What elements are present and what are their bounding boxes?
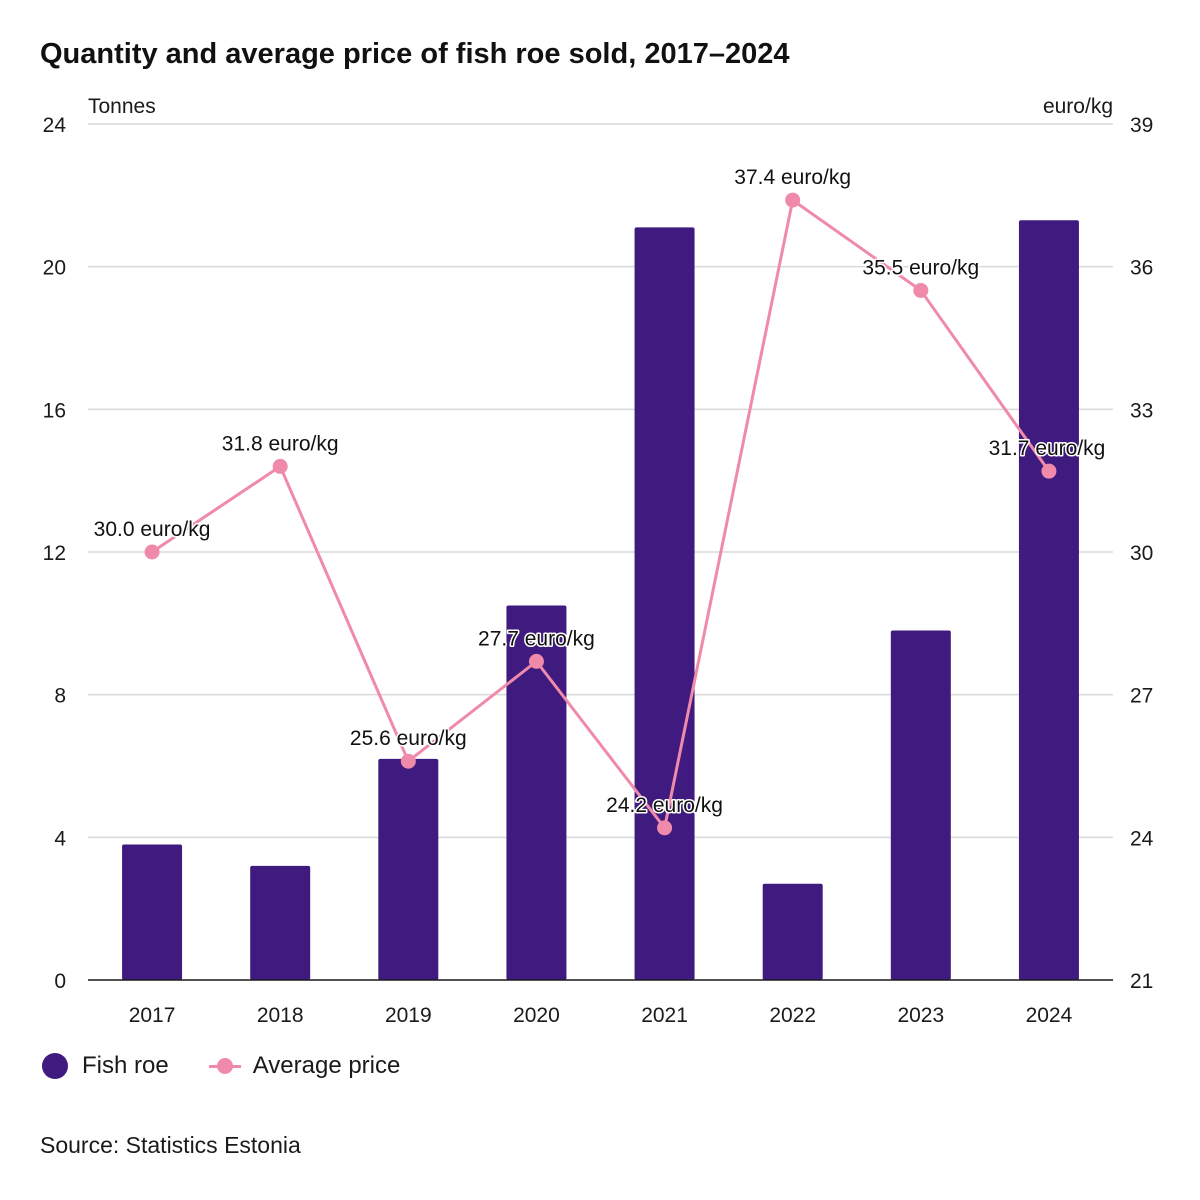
bar-series-fish-roe — [122, 220, 1079, 981]
y-left-tick-label: 4 — [54, 827, 66, 850]
x-tick-label: 2024 — [1026, 1004, 1073, 1027]
legend-item-average-price[interactable]: Average price — [208, 1052, 401, 1080]
price-point — [400, 753, 416, 769]
x-tick-label: 2023 — [897, 1004, 944, 1027]
x-tick-label: 2018 — [257, 1004, 304, 1027]
legend: Fish roe Average price — [42, 1052, 440, 1080]
y-left-tick-label: 24 — [43, 114, 67, 137]
data-labels: 30.0 euro/kg 31.8 euro/kg 25.6 euro/kg 27.7… — [92, 165, 1107, 819]
y-left-tick-label: 20 — [43, 257, 66, 280]
x-tick-label: 2020 — [513, 1004, 560, 1027]
y-left-tick-label: 8 — [54, 685, 66, 708]
y-right-tick-label: 30 — [1130, 542, 1153, 565]
y-right-tick-label: 27 — [1130, 685, 1153, 708]
x-tick-label: 2017 — [129, 1004, 176, 1027]
line-series-average-price — [144, 192, 1057, 836]
x-tick-label: 2019 — [385, 1004, 432, 1027]
y-right-tick-label: 33 — [1130, 399, 1153, 422]
y-left-axis-label: Tonnes — [88, 95, 156, 118]
bar — [762, 883, 823, 980]
y-left-tick-label: 0 — [54, 970, 66, 993]
price-data-label: 31.7 euro/kg — [989, 437, 1106, 460]
bar — [890, 630, 951, 980]
price-data-label: 37.4 euro/kg — [734, 166, 851, 189]
bar — [122, 844, 183, 980]
source-note: Source: Statistics Estonia — [40, 1132, 301, 1158]
price-point — [144, 544, 160, 560]
y-left-tick-label: 16 — [43, 399, 66, 422]
y-left-tick-label: 12 — [43, 542, 66, 565]
price-point — [913, 282, 929, 298]
y-right-axis-label: euro/kg — [1043, 95, 1113, 118]
price-data-label: 30.0 euro/kg — [94, 518, 211, 541]
legend-item-fish-roe[interactable]: Fish roe — [42, 1052, 169, 1080]
legend-label-average-price: Average price — [252, 1052, 401, 1079]
price-point — [528, 653, 544, 669]
price-data-label: 24.2 euro/kg — [606, 794, 723, 817]
y-right-tick-label: 39 — [1130, 114, 1153, 137]
price-data-label: 35.5 euro/kg — [862, 256, 979, 279]
line-marker-icon — [208, 1053, 241, 1079]
circle-marker-icon — [42, 1053, 68, 1079]
price-data-label: 27.7 euro/kg — [478, 627, 595, 650]
price-point — [1041, 463, 1057, 479]
price-point — [272, 458, 288, 474]
grid-lines — [88, 123, 1113, 839]
y-right-tick-label: 21 — [1130, 970, 1153, 993]
chart-title: Quantity and average price of fish roe s… — [40, 38, 790, 70]
price-data-label: 31.8 euro/kg — [222, 432, 339, 455]
bar — [250, 865, 311, 980]
price-point — [785, 192, 801, 208]
bar — [634, 227, 695, 980]
price-point — [657, 820, 673, 836]
y-right-tick-label: 36 — [1130, 257, 1153, 280]
x-tick-label: 2022 — [769, 1004, 816, 1027]
bar — [506, 605, 567, 980]
price-line — [151, 198, 1051, 830]
price-data-label: 25.6 euro/kg — [350, 727, 467, 750]
bar — [378, 758, 439, 980]
bar — [1018, 220, 1079, 981]
legend-label-fish-roe: Fish roe — [82, 1052, 169, 1079]
y-right-tick-label: 24 — [1130, 827, 1154, 850]
x-tick-label: 2021 — [641, 1004, 688, 1027]
